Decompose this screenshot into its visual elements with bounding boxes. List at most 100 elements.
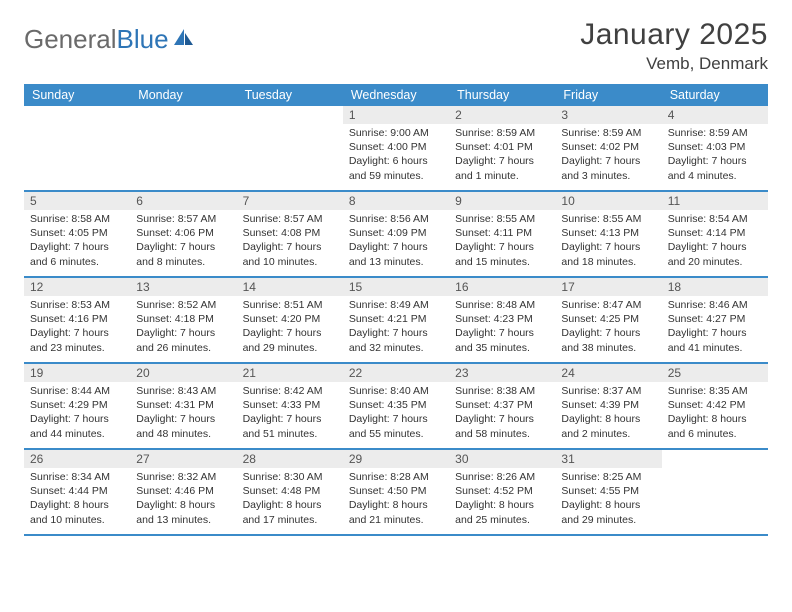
- weeks-container: 1Sunrise: 9:00 AMSunset: 4:00 PMDaylight…: [24, 106, 768, 536]
- calendar-cell: 2Sunrise: 8:59 AMSunset: 4:01 PMDaylight…: [449, 106, 555, 190]
- sunrise-text: Sunrise: 8:32 AM: [136, 470, 230, 484]
- day-details: Sunrise: 8:46 AMSunset: 4:27 PMDaylight:…: [662, 296, 768, 359]
- day-details: Sunrise: 8:53 AMSunset: 4:16 PMDaylight:…: [24, 296, 130, 359]
- sunrise-text: Sunrise: 8:51 AM: [243, 298, 337, 312]
- calendar-cell: 8Sunrise: 8:56 AMSunset: 4:09 PMDaylight…: [343, 192, 449, 276]
- sunrise-text: Sunrise: 8:49 AM: [349, 298, 443, 312]
- day-number: 21: [237, 364, 343, 382]
- month-title: January 2025: [580, 18, 768, 52]
- sunrise-text: Sunrise: 8:43 AM: [136, 384, 230, 398]
- day-number: 13: [130, 278, 236, 296]
- sunset-text: Sunset: 4:05 PM: [30, 226, 124, 240]
- daylight-text: Daylight: 7 hours and 26 minutes.: [136, 326, 230, 354]
- daylight-text: Daylight: 7 hours and 35 minutes.: [455, 326, 549, 354]
- daylight-text: Daylight: 8 hours and 10 minutes.: [30, 498, 124, 526]
- sunrise-text: Sunrise: 8:58 AM: [30, 212, 124, 226]
- sunset-text: Sunset: 4:09 PM: [349, 226, 443, 240]
- day-number: 25: [662, 364, 768, 382]
- sunset-text: Sunset: 4:20 PM: [243, 312, 337, 326]
- sunrise-text: Sunrise: 8:25 AM: [561, 470, 655, 484]
- daylight-text: Daylight: 7 hours and 18 minutes.: [561, 240, 655, 268]
- calendar-cell: 18Sunrise: 8:46 AMSunset: 4:27 PMDayligh…: [662, 278, 768, 362]
- calendar-cell: 9Sunrise: 8:55 AMSunset: 4:11 PMDaylight…: [449, 192, 555, 276]
- calendar-cell: 12Sunrise: 8:53 AMSunset: 4:16 PMDayligh…: [24, 278, 130, 362]
- sunset-text: Sunset: 4:11 PM: [455, 226, 549, 240]
- daylight-text: Daylight: 7 hours and 23 minutes.: [30, 326, 124, 354]
- calendar-cell: 24Sunrise: 8:37 AMSunset: 4:39 PMDayligh…: [555, 364, 661, 448]
- calendar-cell: 16 Sunrise: 8:48 AMSunset: 4:23 PMDayligh…: [449, 278, 555, 362]
- calendar-cell: 20Sunrise: 8:43 AMSunset: 4:31 PMDayligh…: [130, 364, 236, 448]
- day-details: Sunrise: 8:57 AMSunset: 4:08 PMDaylight:…: [237, 210, 343, 273]
- daylight-text: Daylight: 7 hours and 8 minutes.: [136, 240, 230, 268]
- day-number: 2: [449, 106, 555, 124]
- calendar-cell: 21Sunrise: 8:42 AMSunset: 4:33 PMDayligh…: [237, 364, 343, 448]
- sunrise-text: Sunrise: 8:57 AM: [243, 212, 337, 226]
- calendar-week: 19Sunrise: 8:44 AMSunset: 4:29 PMDayligh…: [24, 364, 768, 450]
- calendar-cell: 5 Sunrise: 8:58 AMSunset: 4:05 PMDaylight…: [24, 192, 130, 276]
- sunrise-text: Sunrise: 8:38 AM: [455, 384, 549, 398]
- calendar-cell: 23Sunrise: 8:38 AMSunset: 4:37 PMDayligh…: [449, 364, 555, 448]
- day-details: Sunrise: 8:34 AMSunset: 4:44 PMDaylight:…: [24, 468, 130, 531]
- sunset-text: Sunset: 4:02 PM: [561, 140, 655, 154]
- day-details: Sunrise: 8:32 AMSunset: 4:46 PMDaylight:…: [130, 468, 236, 531]
- sunrise-text: Sunrise: 8:30 AM: [243, 470, 337, 484]
- logo-text-general: General: [24, 24, 117, 54]
- daylight-text: Daylight: 7 hours and 20 minutes.: [668, 240, 762, 268]
- sunset-text: Sunset: 4:08 PM: [243, 226, 337, 240]
- sunrise-text: Sunrise: 8:48 AM: [455, 298, 549, 312]
- daylight-text: Daylight: 7 hours and 6 minutes.: [30, 240, 124, 268]
- day-number: 16: [449, 278, 555, 296]
- sunset-text: Sunset: 4:14 PM: [668, 226, 762, 240]
- daylight-text: Daylight: 7 hours and 44 minutes.: [30, 412, 124, 440]
- calendar: Sunday Monday Tuesday Wednesday Thursday…: [24, 84, 768, 536]
- day-number: 22: [343, 364, 449, 382]
- day-number: 5: [24, 192, 130, 210]
- calendar-week: 5Sunrise: 8:58 AMSunset: 4:05 PMDaylight…: [24, 192, 768, 278]
- day-number: 11: [662, 192, 768, 210]
- day-number: [662, 450, 768, 468]
- calendar-cell: [24, 106, 130, 190]
- day-details: Sunrise: 8:25 AMSunset: 4:55 PMDaylight:…: [555, 468, 661, 531]
- sunrise-text: Sunrise: 8:57 AM: [136, 212, 230, 226]
- sunset-text: Sunset: 4:42 PM: [668, 398, 762, 412]
- daylight-text: Daylight: 7 hours and 13 minutes.: [349, 240, 443, 268]
- sunset-text: Sunset: 4:23 PM: [455, 312, 549, 326]
- day-details: Sunrise: 8:57 AMSunset: 4:06 PMDaylight:…: [130, 210, 236, 273]
- day-number: 15: [343, 278, 449, 296]
- day-details: Sunrise: 8:59 AMSunset: 4:01 PMDaylight:…: [449, 124, 555, 187]
- calendar-cell: 26Sunrise: 8:34 AMSunset: 4:44 PMDayligh…: [24, 450, 130, 534]
- day-number: 20: [130, 364, 236, 382]
- daylight-text: Daylight: 7 hours and 51 minutes.: [243, 412, 337, 440]
- day-details: Sunrise: 8:38 AMSunset: 4:37 PMDaylight:…: [449, 382, 555, 445]
- weekday-tuesday: Tuesday: [237, 84, 343, 106]
- logo-text: GeneralBlue: [24, 24, 169, 55]
- sunset-text: Sunset: 4:27 PM: [668, 312, 762, 326]
- daylight-text: Daylight: 6 hours and 59 minutes.: [349, 154, 443, 182]
- sunset-text: Sunset: 4:33 PM: [243, 398, 337, 412]
- calendar-cell: 3Sunrise: 8:59 AMSunset: 4:02 PMDaylight…: [555, 106, 661, 190]
- calendar-cell: 30Sunrise: 8:26 AMSunset: 4:52 PMDayligh…: [449, 450, 555, 534]
- calendar-cell: 19Sunrise: 8:44 AMSunset: 4:29 PMDayligh…: [24, 364, 130, 448]
- sunrise-text: Sunrise: 8:54 AM: [668, 212, 762, 226]
- logo: GeneralBlue: [24, 24, 195, 55]
- calendar-cell: 1Sunrise: 9:00 AMSunset: 4:00 PMDaylight…: [343, 106, 449, 190]
- header: GeneralBlue January 2025 Vemb, Denmark: [24, 18, 768, 74]
- weekday-wednesday: Wednesday: [343, 84, 449, 106]
- sunset-text: Sunset: 4:48 PM: [243, 484, 337, 498]
- day-number: 30: [449, 450, 555, 468]
- day-details: Sunrise: 8:59 AMSunset: 4:02 PMDaylight:…: [555, 124, 661, 187]
- calendar-week: 26Sunrise: 8:34 AMSunset: 4:44 PMDayligh…: [24, 450, 768, 536]
- day-details: Sunrise: 8:51 AMSunset: 4:20 PMDaylight:…: [237, 296, 343, 359]
- calendar-cell: 10Sunrise: 8:55 AMSunset: 4:13 PMDayligh…: [555, 192, 661, 276]
- sunset-text: Sunset: 4:44 PM: [30, 484, 124, 498]
- sunset-text: Sunset: 4:18 PM: [136, 312, 230, 326]
- daylight-text: Daylight: 7 hours and 48 minutes.: [136, 412, 230, 440]
- sunset-text: Sunset: 4:52 PM: [455, 484, 549, 498]
- calendar-cell: [662, 450, 768, 534]
- weekday-header: Sunday Monday Tuesday Wednesday Thursday…: [24, 84, 768, 106]
- sunset-text: Sunset: 4:16 PM: [30, 312, 124, 326]
- sunrise-text: Sunrise: 8:59 AM: [455, 126, 549, 140]
- calendar-cell: 17Sunrise: 8:47 AMSunset: 4:25 PMDayligh…: [555, 278, 661, 362]
- day-details: Sunrise: 8:44 AMSunset: 4:29 PMDaylight:…: [24, 382, 130, 445]
- weekday-saturday: Saturday: [662, 84, 768, 106]
